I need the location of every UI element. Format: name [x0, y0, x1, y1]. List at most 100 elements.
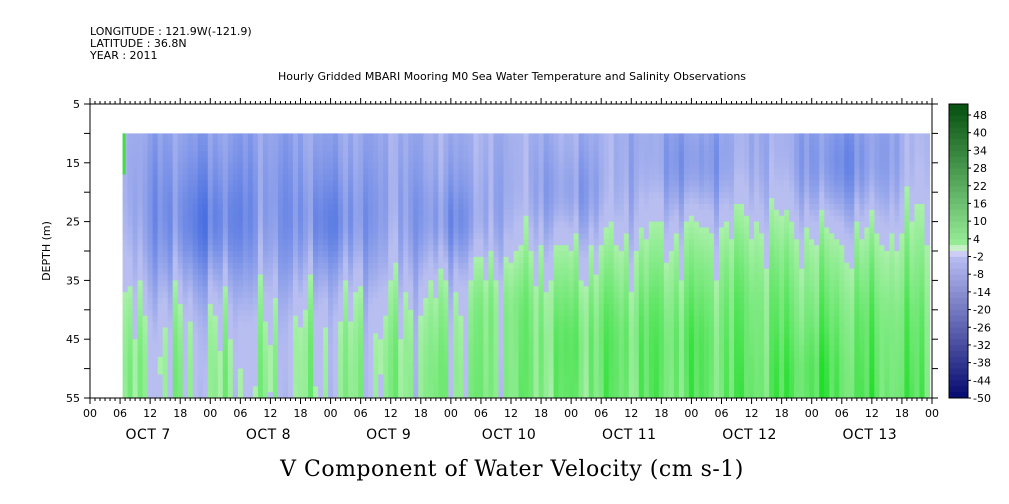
- heatmap-cell: [653, 274, 660, 281]
- heatmap-cell: [418, 333, 424, 340]
- heatmap-cell: [643, 239, 650, 246]
- heatmap-cell: [478, 362, 485, 370]
- heatmap-cell: [192, 339, 199, 346]
- heatmap-cell: [543, 180, 550, 187]
- heatmap-cell: [398, 145, 404, 152]
- heatmap-cell: [232, 327, 239, 334]
- heatmap-cell: [383, 180, 389, 187]
- heatmap-cell: [643, 180, 650, 187]
- heatmap-cell: [132, 162, 139, 170]
- heatmap-cell: [142, 380, 149, 387]
- heatmap-cell: [538, 162, 545, 170]
- heatmap-cell: [653, 309, 660, 317]
- heatmap-cell: [528, 280, 535, 287]
- heatmap-cell: [267, 333, 274, 340]
- heatmap-cell: [177, 292, 184, 299]
- heatmap-cell: [272, 356, 279, 364]
- heatmap-cell: [653, 145, 660, 152]
- heatmap-cell: [558, 198, 565, 205]
- heatmap-cell: [578, 221, 585, 229]
- heatmap-cell: [573, 303, 580, 311]
- heatmap-cell: [127, 168, 134, 176]
- heatmap-cell: [463, 368, 469, 376]
- heatmap-cell: [403, 198, 409, 205]
- heatmap-cell: [182, 168, 189, 176]
- heatmap-cell: [378, 292, 384, 299]
- heatmap-cell: [493, 356, 500, 364]
- heatmap-cell: [177, 303, 184, 311]
- heatmap-cell: [257, 227, 264, 234]
- heatmap-cell: [428, 162, 434, 170]
- heatmap-cell: [383, 186, 389, 193]
- heatmap-cell: [313, 321, 319, 329]
- heatmap-cell: [127, 374, 134, 381]
- heatmap-cell: [378, 356, 384, 364]
- heatmap-cell: [277, 362, 284, 370]
- heatmap-cell: [478, 327, 485, 334]
- heatmap-cell: [182, 368, 189, 376]
- heatmap-cell: [393, 139, 399, 146]
- heatmap-cell: [207, 315, 214, 323]
- heatmap-cell: [368, 286, 374, 293]
- heatmap-cell: [292, 380, 299, 387]
- heatmap-cell: [202, 221, 209, 229]
- heatmap-cell: [237, 292, 244, 299]
- heatmap-cell: [588, 274, 595, 281]
- heatmap-cell: [187, 221, 194, 229]
- heatmap-cell: [513, 327, 520, 334]
- heatmap-cell: [383, 256, 389, 264]
- heatmap-cell: [202, 156, 209, 164]
- heatmap-cell: [408, 303, 414, 311]
- heatmap-cell: [648, 203, 655, 211]
- heatmap-cell: [593, 186, 600, 193]
- heatmap-cell: [328, 239, 334, 246]
- heatmap-cell: [142, 215, 149, 223]
- heatmap-cell: [368, 162, 374, 170]
- heatmap-cell: [227, 180, 234, 187]
- heatmap-cell: [192, 174, 199, 182]
- heatmap-cell: [593, 345, 600, 352]
- heatmap-cell: [368, 356, 374, 364]
- heatmap-cell: [277, 133, 284, 140]
- heatmap-cell: [533, 339, 540, 346]
- heatmap-cell: [122, 274, 129, 281]
- heatmap-cell: [568, 292, 575, 299]
- heatmap-cell: [227, 386, 234, 393]
- heatmap-cell: [638, 327, 645, 334]
- heatmap-cell: [543, 256, 550, 264]
- heatmap-cell: [523, 292, 530, 299]
- heatmap-cell: [353, 162, 359, 170]
- heatmap-cell: [197, 256, 204, 264]
- heatmap-cell: [167, 203, 174, 211]
- heatmap-cell: [157, 215, 164, 223]
- heatmap-cell: [533, 251, 540, 258]
- heatmap-cell: [658, 356, 665, 364]
- heatmap-cell: [623, 262, 630, 270]
- heatmap-cell: [217, 262, 224, 270]
- heatmap-cell: [272, 274, 279, 281]
- heatmap-cell: [333, 315, 339, 323]
- heatmap-cell: [453, 198, 459, 205]
- heatmap-cell: [638, 203, 645, 211]
- heatmap-cell: [408, 151, 414, 158]
- heatmap-cell: [182, 309, 189, 317]
- heatmap-cell: [247, 151, 254, 158]
- heatmap-cell: [257, 162, 264, 170]
- heatmap-cell: [613, 168, 620, 176]
- heatmap-cell: [323, 227, 329, 234]
- heatmap-cell: [172, 374, 179, 381]
- heatmap-cell: [643, 156, 650, 164]
- heatmap-cell: [177, 239, 184, 246]
- heatmap-cell: [463, 333, 469, 340]
- heatmap-cell: [673, 268, 680, 276]
- heatmap-cell: [663, 239, 670, 246]
- heatmap-cell: [453, 345, 459, 352]
- heatmap-cell: [348, 145, 354, 152]
- heatmap-cell: [433, 156, 439, 164]
- heatmap-cell: [418, 221, 424, 229]
- heatmap-cell: [358, 268, 364, 276]
- heatmap-cell: [262, 374, 269, 381]
- heatmap-cell: [282, 186, 289, 193]
- heatmap-cell: [122, 280, 129, 287]
- heatmap-cell: [398, 333, 404, 340]
